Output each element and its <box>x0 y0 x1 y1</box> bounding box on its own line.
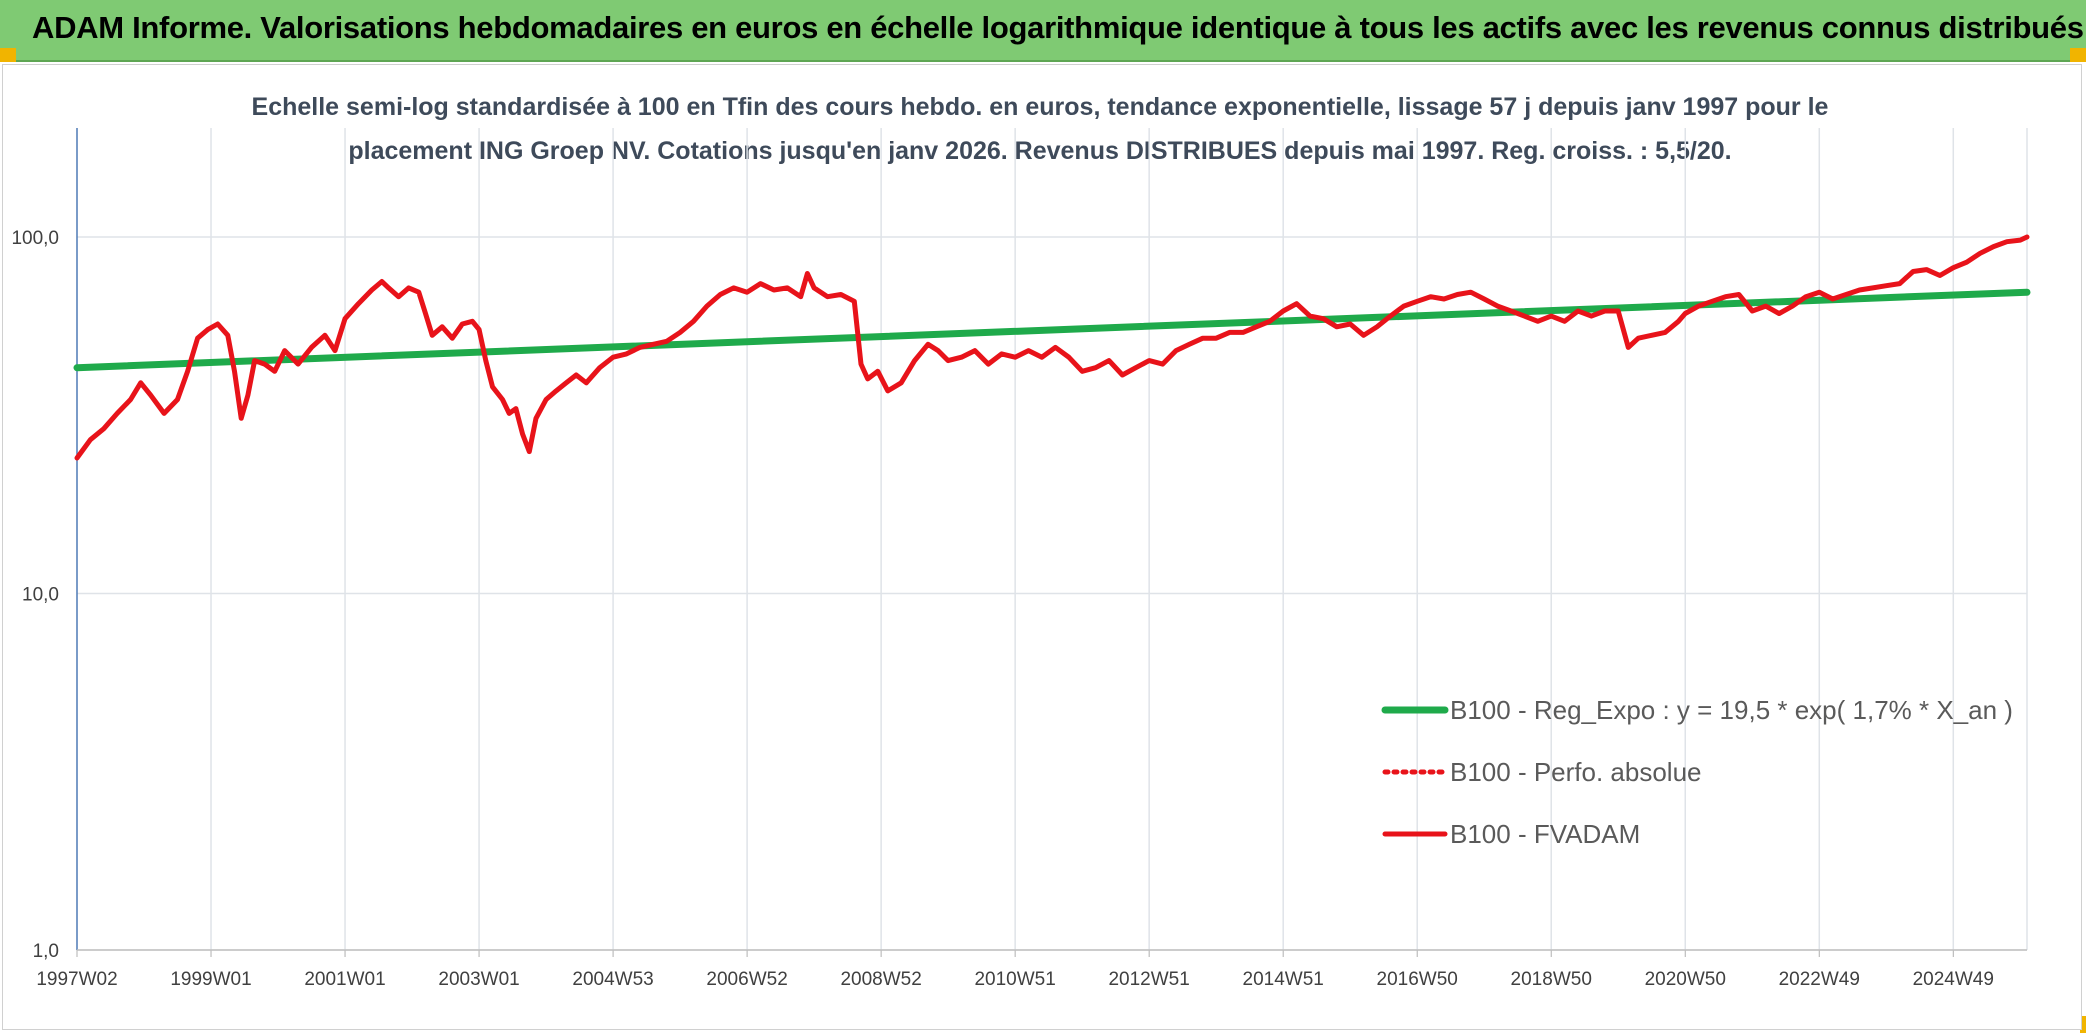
x-tick-label: 2016W50 <box>1377 969 1458 990</box>
x-tick-label: 2004W53 <box>572 969 653 990</box>
y-tick-label: 100,0 <box>11 228 59 249</box>
legend-label-1: B100 - Perfo. absolue <box>1450 757 1702 787</box>
x-tick-label: 2014W51 <box>1243 969 1324 990</box>
x-tick-label: 2022W49 <box>1779 969 1860 990</box>
x-tick-label: 2001W01 <box>304 969 385 990</box>
chart-title-line-1: Echelle semi-log standardisée à 100 en T… <box>251 93 1829 121</box>
x-tick-label: 2010W51 <box>974 969 1055 990</box>
legend-label-0: B100 - Reg_Expo : y = 19,5 * exp( 1,7% *… <box>1450 695 2013 725</box>
chart-frame <box>2 64 2082 1030</box>
report-banner: ADAM Informe. Valorisations hebdomadaire… <box>0 0 2086 62</box>
x-tick-label: 2008W52 <box>840 969 921 990</box>
y-tick-label: 1,0 <box>33 941 59 962</box>
grid <box>77 128 2028 951</box>
x-tick-label: 2018W50 <box>1511 969 1592 990</box>
x-tick-label: 2024W49 <box>1913 969 1994 990</box>
chart-title: Echelle semi-log standardisée à 100 en T… <box>240 85 1840 173</box>
x-tick-label: 2003W01 <box>438 969 519 990</box>
series <box>73 234 2031 461</box>
x-tick-label: 2020W50 <box>1645 969 1726 990</box>
corner-accent-right <box>2070 48 2086 62</box>
legend-label-2: B100 - FVADAM <box>1450 819 1640 849</box>
y-tick-label: 10,0 <box>22 585 59 606</box>
x-tick-label: 1997W02 <box>36 969 117 990</box>
x-tick-label: 2006W52 <box>706 969 787 990</box>
legend: B100 - Reg_Expo : y = 19,5 * exp( 1,7% *… <box>1381 695 2013 849</box>
axes: 1997W02 1999W01 2001W01 2003W01 2004W53 2006W… <box>11 128 2027 990</box>
corner-accent-left <box>0 48 16 62</box>
chart-title-line-2: placement ING Groep NV. Cotations jusqu'… <box>348 137 1732 165</box>
report-title: ADAM Informe. Valorisations hebdomadaire… <box>32 10 2084 45</box>
series-line-0 <box>73 288 2031 372</box>
series-line-2 <box>74 234 2030 461</box>
x-tick-label: 1999W01 <box>170 969 251 990</box>
corner-accent-bottom-right <box>2080 1016 2086 1033</box>
x-tick-label: 2012W51 <box>1108 969 1189 990</box>
